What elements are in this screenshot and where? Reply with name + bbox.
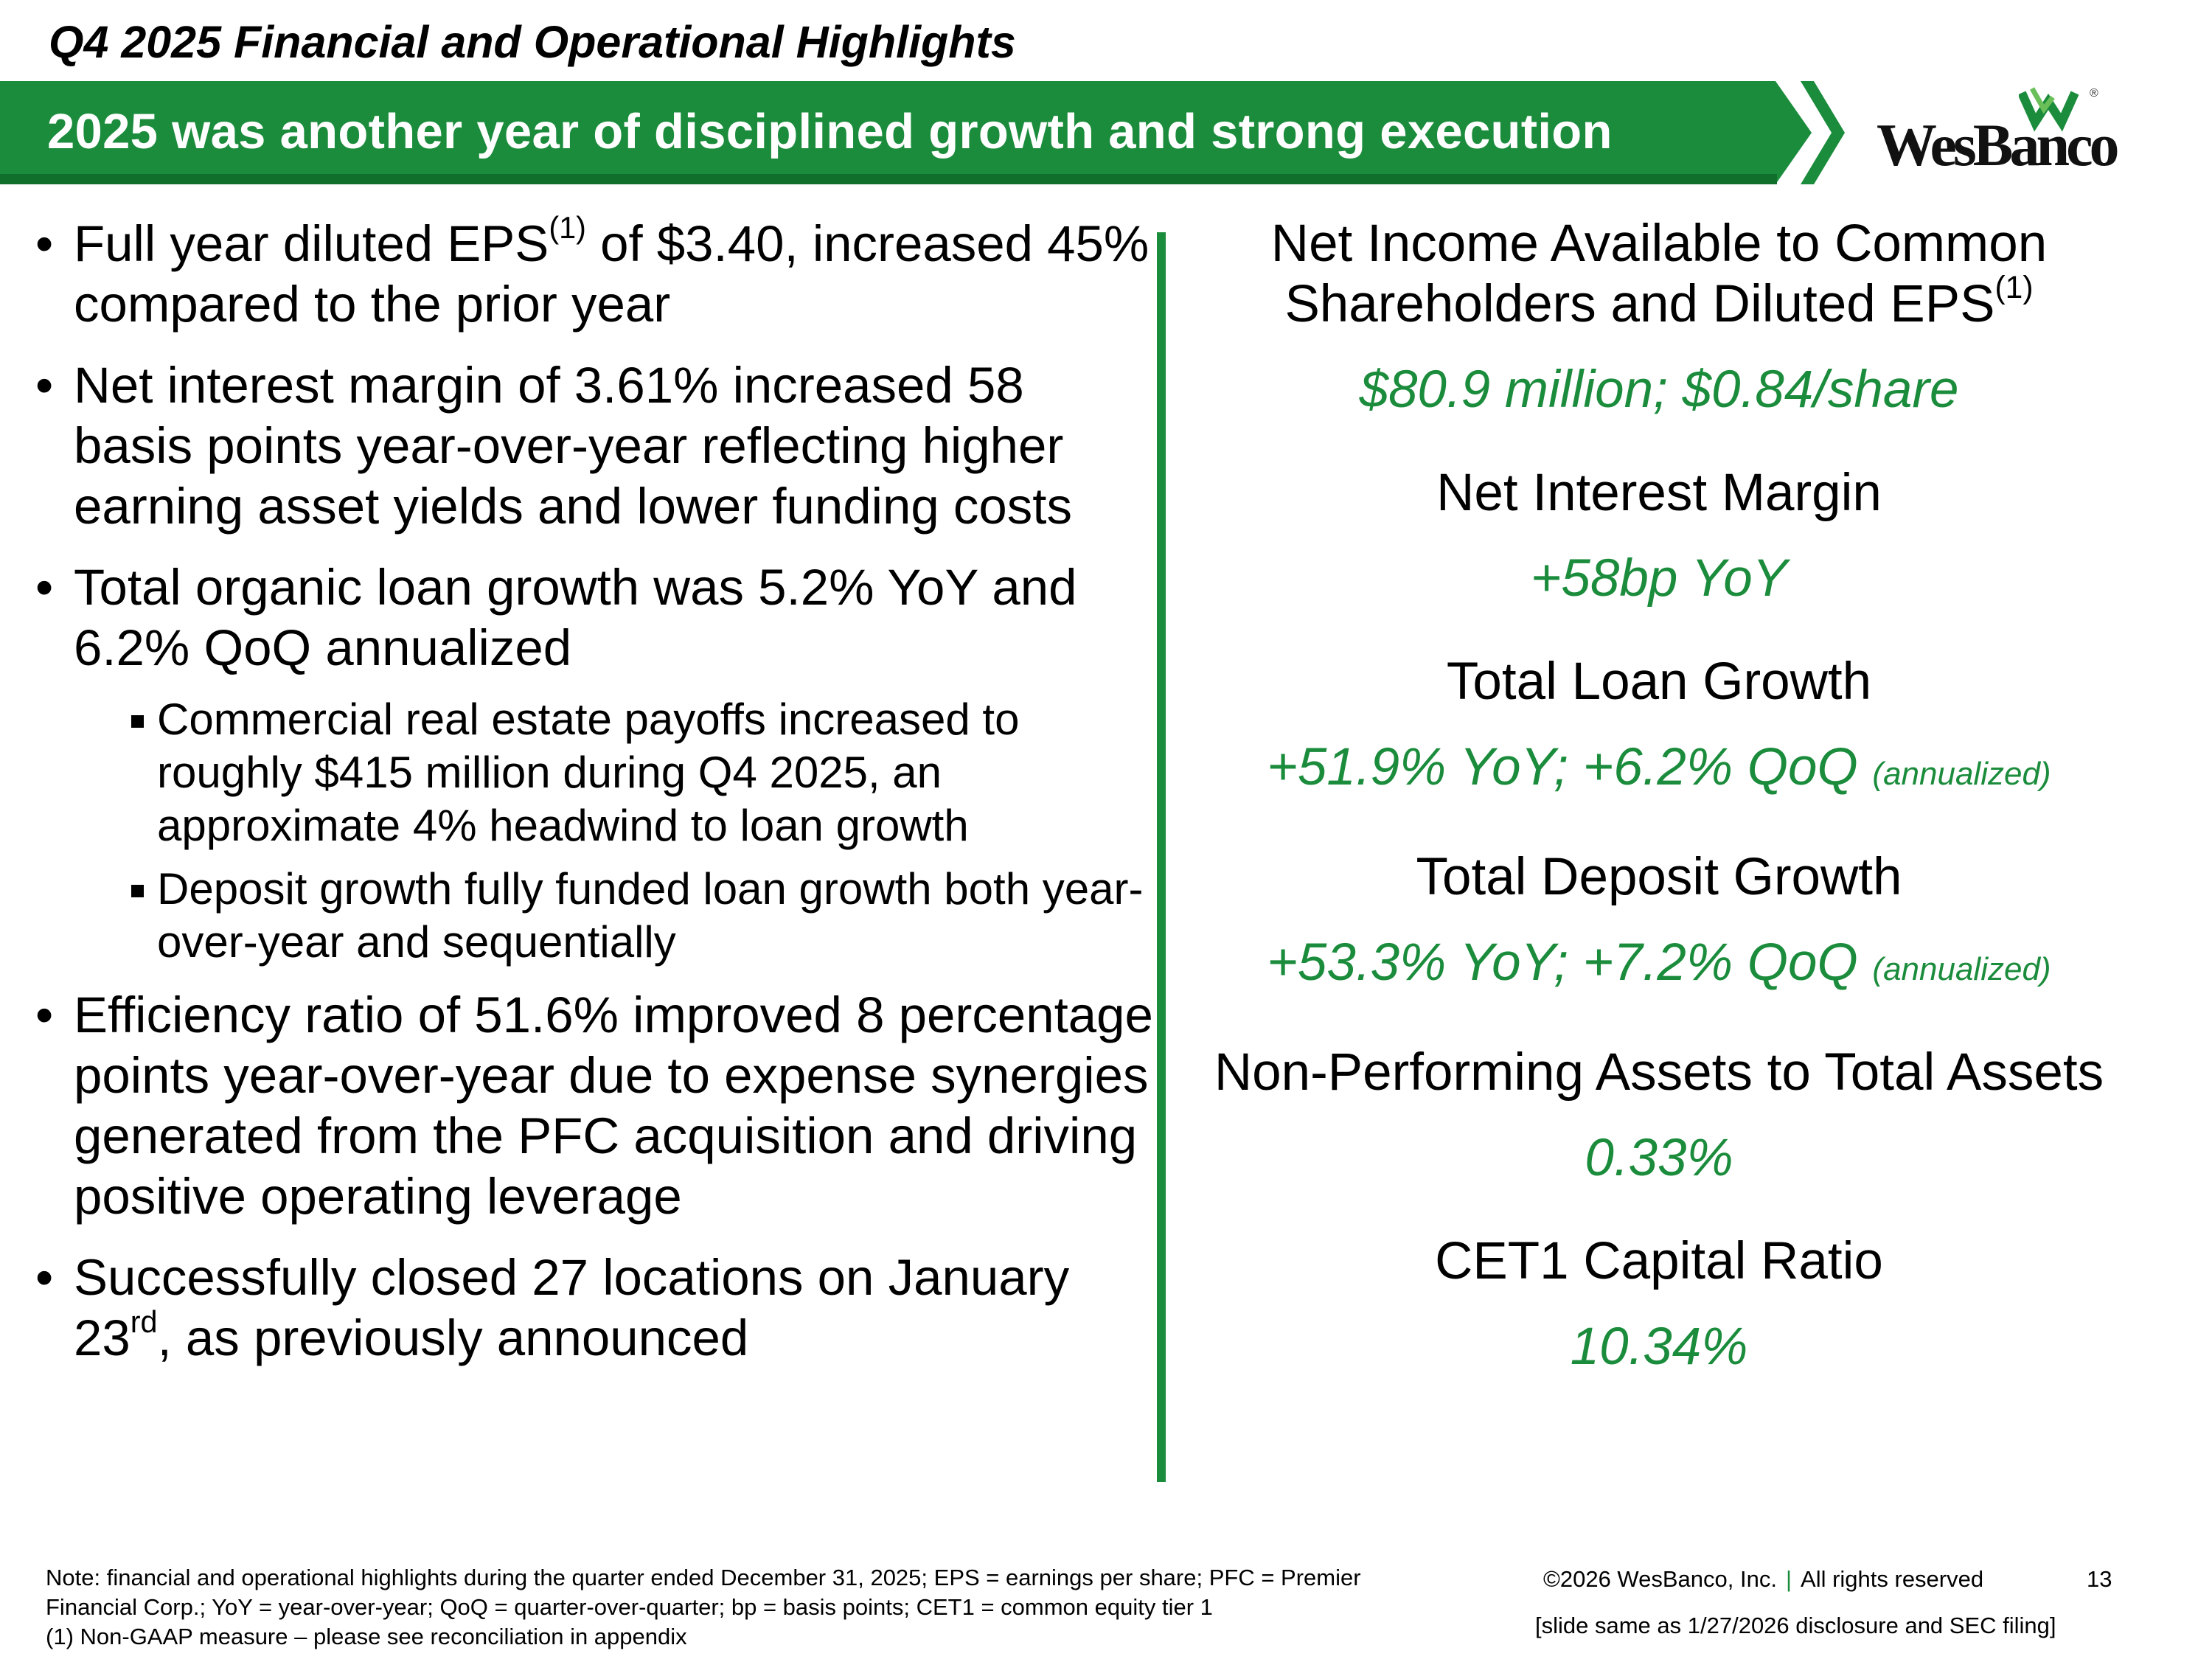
square-bullet-icon bbox=[131, 715, 144, 728]
page-number: 13 bbox=[2087, 1566, 2112, 1592]
sub-bullet-text: Commercial real estate payoffs increased… bbox=[157, 695, 1020, 850]
column-divider bbox=[1157, 232, 1166, 1482]
copyright: ©2026 WesBanco, Inc. | All rights reserved bbox=[1543, 1566, 1984, 1592]
footnote-line: Financial Corp.; YoY = year-over-year; Q… bbox=[46, 1594, 1213, 1620]
sub-bullet-deposit-growth: Deposit growth fully funded loan growth … bbox=[35, 863, 1156, 969]
logo-registered-mark: ® bbox=[2090, 87, 2098, 100]
wesbanco-logo-mark-icon bbox=[2019, 87, 2079, 132]
bullet-text: of $3.40, increased 45% compared to the … bbox=[74, 215, 1150, 333]
separator: | bbox=[1785, 1566, 1792, 1592]
bullet-text: Efficiency ratio of 51.6% improved 8 per… bbox=[74, 987, 1153, 1225]
annualized-note: (annualized) bbox=[1872, 951, 2051, 987]
bullet-eps: • Full year diluted EPS(1) of $3.40, inc… bbox=[35, 210, 1156, 335]
highlights-list: • Full year diluted EPS(1) of $3.40, inc… bbox=[35, 210, 1156, 1389]
footnote-ref: (1) bbox=[1994, 270, 2034, 306]
metric-label-deposit-growth: Total Deposit Growth bbox=[1416, 848, 1902, 906]
bullet-dot-icon: • bbox=[35, 987, 54, 1043]
sub-bullet-text: Deposit growth fully funded loan growth … bbox=[157, 864, 1144, 967]
sub-bullet-cre-payoffs: Commercial real estate payoffs increased… bbox=[35, 693, 1156, 852]
bullet-text: Successfully closed 27 locations on Janu… bbox=[74, 1249, 1070, 1366]
footnote: Note: financial and operational highligh… bbox=[46, 1563, 1491, 1652]
banner-shadow bbox=[0, 174, 1777, 184]
wesbanco-logo: WesBanco bbox=[1877, 111, 2119, 178]
bullet-text: Net interest margin of 3.61% increased 5… bbox=[74, 357, 1072, 535]
footnote-line: Note: financial and operational highligh… bbox=[46, 1565, 1361, 1590]
metric-value-deposit-growth: +53.3% YoY; +7.2% QoQ (annualized) bbox=[1267, 933, 2051, 992]
banner-headline: 2025 was another year of disciplined gro… bbox=[47, 104, 1613, 159]
bullet-dot-icon: • bbox=[35, 215, 54, 272]
bullet-nim: • Net interest margin of 3.61% increased… bbox=[35, 355, 1156, 537]
metric-label-net-income: Net Income Available to Common Sharehold… bbox=[1270, 215, 2048, 333]
footnote-line: (1) Non-GAAP measure – please see reconc… bbox=[46, 1624, 687, 1649]
metric-value-loan-growth: +51.9% YoY; +6.2% QoQ (annualized) bbox=[1267, 738, 2051, 796]
bullet-dot-icon: • bbox=[35, 357, 54, 414]
metric-label-npa: Non-Performing Assets to Total Assets bbox=[1214, 1043, 2104, 1102]
metric-label-nim: Net Interest Margin bbox=[1436, 464, 1882, 522]
bullet-efficiency: • Efficiency ratio of 51.6% improved 8 p… bbox=[35, 985, 1156, 1227]
title-banner bbox=[0, 81, 1812, 184]
metric-value-cet1: 10.34% bbox=[1570, 1318, 1748, 1376]
metric-value-nim: +58bp YoY bbox=[1530, 549, 1788, 608]
slide-title: Q4 2025 Financial and Operational Highli… bbox=[49, 17, 1016, 67]
bullet-text: Total organic loan growth was 5.2% YoY a… bbox=[74, 559, 1077, 676]
bullet-dot-icon: • bbox=[35, 559, 54, 616]
bullet-text: , as previously announced bbox=[157, 1310, 749, 1366]
square-bullet-icon bbox=[131, 885, 144, 897]
ordinal-suffix: rd bbox=[130, 1304, 158, 1339]
metric-label-cet1: CET1 Capital Ratio bbox=[1435, 1232, 1883, 1290]
bullet-text: Full year diluted EPS bbox=[74, 215, 549, 272]
bullet-locations: • Successfully closed 27 locations on Ja… bbox=[35, 1248, 1156, 1368]
disclosure-note: [slide same as 1/27/2026 disclosure and … bbox=[1535, 1613, 2056, 1638]
metrics-panel: Net Income Available to Common Sharehold… bbox=[1180, 214, 2138, 1420]
footnote-ref: (1) bbox=[549, 210, 586, 245]
annualized-note: (annualized) bbox=[1872, 756, 2051, 792]
bullet-loan-growth: • Total organic loan growth was 5.2% YoY… bbox=[35, 557, 1156, 678]
metric-label-loan-growth: Total Loan Growth bbox=[1446, 653, 1872, 711]
metric-value-net-income: $80.9 million; $0.84/share bbox=[1359, 361, 1959, 419]
bullet-dot-icon: • bbox=[35, 1249, 54, 1306]
metric-value-npa: 0.33% bbox=[1585, 1129, 1733, 1187]
